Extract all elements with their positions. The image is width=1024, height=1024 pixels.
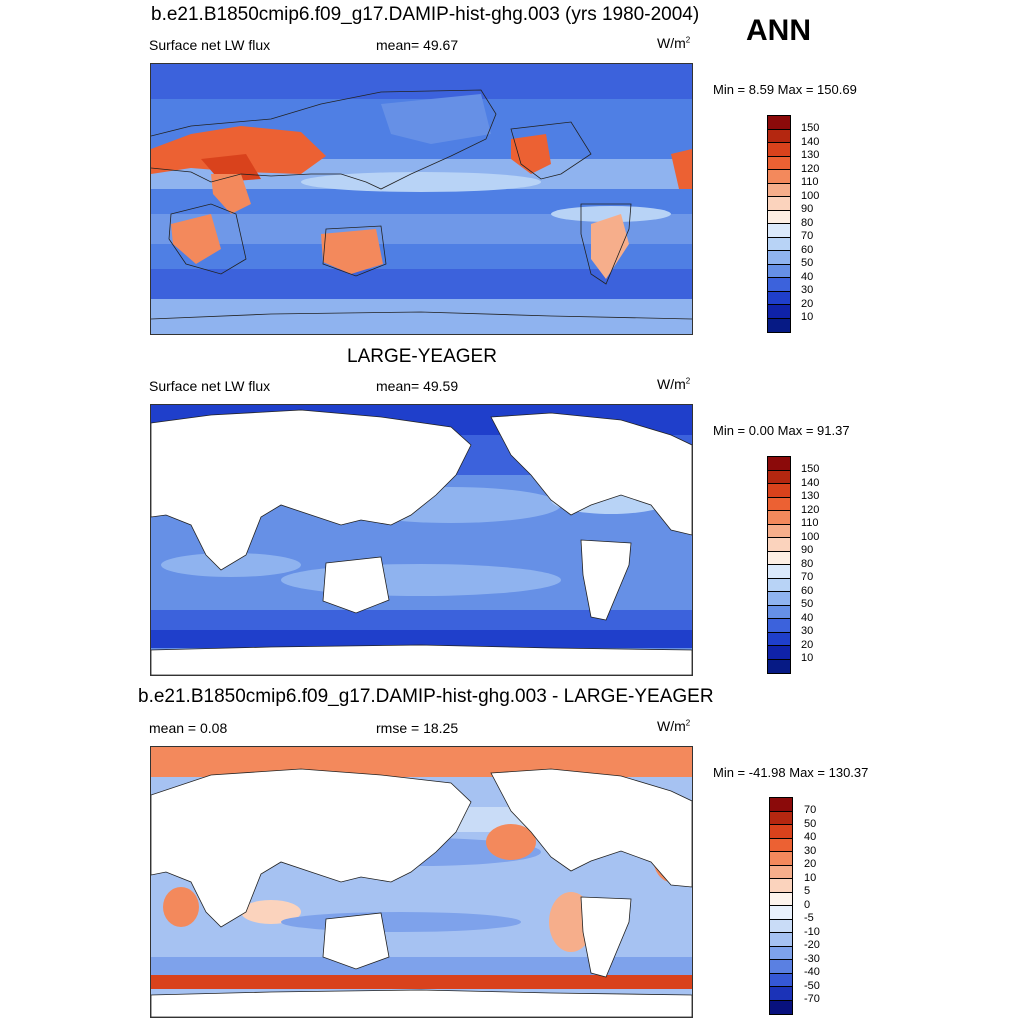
cb-label: 20 [804,858,817,870]
panel1-variable: Surface net LW flux [149,37,271,53]
cb-label: 40 [801,270,814,283]
cb-label: 140 [801,135,820,148]
season-label: ANN [746,14,811,47]
cb-label: -30 [804,952,820,965]
panel3-minmax: Min = -41.98 Max = 130.37 [713,765,869,780]
cb-label: 60 [801,584,814,597]
cb-label: 150 [801,122,820,134]
panel3-units: W/m2 [657,718,691,734]
panel2-minmax: Min = 0.00 Max = 91.37 [713,423,850,438]
cb-label: 150 [801,463,820,475]
cb-label: -20 [804,939,820,951]
panel2-map [150,404,693,676]
cb-label: 100 [801,530,820,543]
cb-label: 130 [801,490,820,502]
cb-label: 10 [804,871,817,884]
panel3-mean: mean = 0.08 [149,720,228,736]
panel3-title: b.e21.B1850cmip6.f09_g17.DAMIP-hist-ghg.… [138,686,714,707]
cb-label: -40 [804,966,820,978]
cb-label: 100 [801,189,820,202]
cb-label: 70 [804,804,817,816]
cb-label: 50 [801,598,814,610]
panel1-title: b.e21.B1850cmip6.f09_g17.DAMIP-hist-ghg.… [151,4,700,25]
cb-label: 10 [801,311,814,323]
cb-label: 90 [801,544,814,556]
cb-label: -50 [804,979,820,992]
panel1-colorbar [767,115,791,333]
cb-label: 80 [801,557,814,570]
panel3-colorbar [769,797,793,1015]
cb-label: 110 [801,517,819,529]
cb-label: 40 [801,611,814,624]
cb-label: 0 [804,898,811,911]
panel1-map [150,63,693,335]
cb-label: 20 [801,297,814,310]
cb-label: 120 [801,503,820,516]
cb-label: 50 [804,817,817,830]
cb-label: 110 [801,176,819,188]
cb-label: 10 [801,652,814,664]
panel2-units: W/m2 [657,376,691,392]
cb-label: 140 [801,476,820,489]
cb-label: 80 [801,216,814,229]
cb-label: 30 [804,844,817,857]
cb-label: 40 [804,831,817,843]
panel2-variable: Surface net LW flux [149,378,271,394]
cb-label: 20 [801,638,814,651]
cb-label: 130 [801,149,820,161]
cb-label: 90 [801,203,814,215]
cb-label: -5 [804,912,814,924]
cb-label: 60 [801,243,814,256]
cb-label: 30 [801,284,814,296]
cb-label: 70 [801,571,814,583]
cb-label: -70 [804,993,820,1005]
panel1-units: W/m2 [657,35,691,51]
panel1-mean: mean= 49.67 [376,37,459,53]
cb-label: 30 [801,625,814,637]
panel2-title: LARGE-YEAGER [347,346,497,367]
panel2-mean: mean= 49.59 [376,378,459,394]
cb-label: 50 [801,257,814,269]
panel1-minmax: Min = 8.59 Max = 150.69 [713,82,857,97]
cb-label: 5 [804,885,811,897]
panel3-map [150,746,693,1018]
cb-label: 70 [801,230,814,242]
panel3-rmse: rmse = 18.25 [376,720,459,736]
cb-label: 120 [801,162,820,175]
cb-label: -10 [804,925,820,938]
panel2-colorbar [767,456,791,674]
